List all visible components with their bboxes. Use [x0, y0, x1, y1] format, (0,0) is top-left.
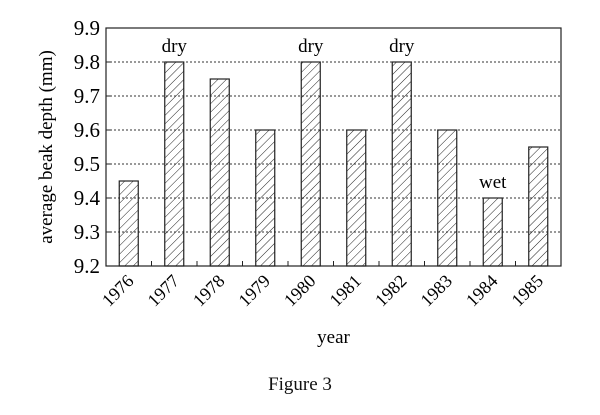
- y-tick-label: 9.9: [74, 16, 100, 40]
- bar-1984: [482, 197, 503, 267]
- x-axis-label: year: [317, 327, 350, 348]
- annotation-dry: dry: [298, 36, 324, 57]
- bar-1977: [164, 61, 185, 267]
- x-tick-label: 1976: [98, 271, 138, 311]
- y-tick-label: 9.6: [74, 118, 100, 142]
- x-tick-label: 1984: [462, 271, 502, 311]
- bar-1985: [528, 146, 549, 267]
- x-tick-label: 1980: [280, 271, 320, 311]
- x-tick-label: 1978: [189, 271, 229, 311]
- annotation-dry: dry: [162, 36, 188, 57]
- bar-1980: [300, 61, 321, 267]
- y-tick-label: 9.8: [74, 50, 100, 74]
- plot-frame: [105, 27, 562, 267]
- x-tick-label: 1985: [507, 271, 547, 311]
- x-tick-label: 1977: [143, 271, 183, 311]
- y-tick-label: 9.5: [74, 152, 100, 176]
- y-tick-label: 9.2: [74, 254, 100, 278]
- y-tick-label: 9.4: [74, 186, 101, 210]
- y-axis-label: average beak depth (mm): [36, 50, 57, 244]
- annotation-wet: wet: [479, 172, 507, 193]
- x-tick-label: 1979: [234, 271, 274, 311]
- y-tick-label: 9.3: [74, 220, 100, 244]
- annotation-dry: dry: [389, 36, 415, 57]
- bar-1983: [437, 129, 458, 267]
- bar-1979: [255, 129, 276, 267]
- bar-1978: [209, 78, 230, 267]
- bar-1981: [346, 129, 367, 267]
- x-tick-label: 1981: [325, 271, 365, 311]
- bar-1982: [391, 61, 412, 267]
- x-tick-label: 1983: [416, 271, 456, 311]
- bar-1976: [118, 180, 139, 267]
- x-tick-label: 1982: [371, 271, 411, 311]
- y-tick-label: 9.7: [74, 84, 100, 108]
- figure-caption: Figure 3: [268, 374, 332, 395]
